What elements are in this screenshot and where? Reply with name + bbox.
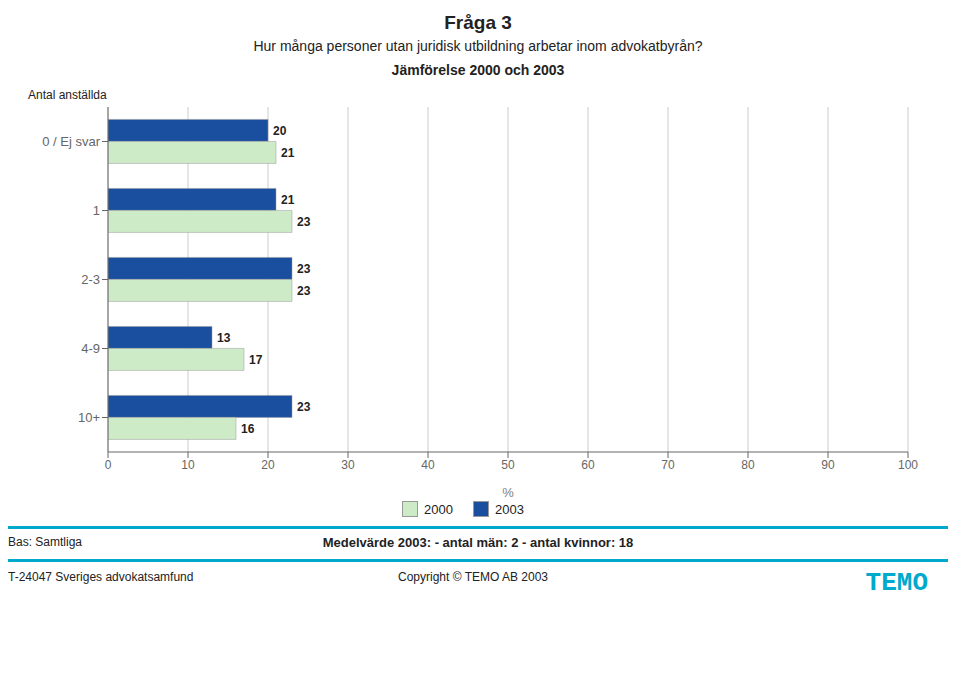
svg-text:23: 23 (297, 215, 311, 229)
svg-text:20: 20 (273, 124, 287, 138)
svg-text:100: 100 (898, 458, 918, 472)
html-text:Medelvärde 2003: - antal män:: Medelvärde 2003: - antal män: 2 - antal … (322, 535, 634, 550)
svg-text:21: 21 (281, 193, 295, 207)
svg-text:40: 40 (421, 458, 435, 472)
html-text:Antal anställda: Antal anställda (28, 88, 107, 102)
svg-text:0 / Ej svar: 0 / Ej svar (42, 134, 100, 149)
svg-text:4-9: 4-9 (81, 341, 100, 356)
html-text:Jämförelse 2000 och 2003: Jämförelse 2000 och 2003 (391, 62, 565, 78)
svg-text:%: % (502, 485, 514, 500)
svg-text:10+: 10+ (78, 410, 100, 425)
svg-text:10: 10 (181, 458, 195, 472)
html-text:Hur många personer utan juridi: Hur många personer utan juridisk utbildn… (253, 38, 703, 54)
html-text:TEMO: TEMO (865, 568, 928, 598)
svg-text:70: 70 (661, 458, 675, 472)
html-text:Copyright © TEMO AB 2003: Copyright © TEMO AB 2003 (398, 570, 548, 584)
html-text:2003: 2003 (495, 501, 524, 517)
html-text:Fråga 3: Fråga 3 (444, 12, 512, 33)
svg-text:21: 21 (281, 146, 295, 160)
svg-text:50: 50 (501, 458, 515, 472)
svg-text:30: 30 (341, 458, 355, 472)
svg-text:16: 16 (241, 422, 255, 436)
svg-text:23: 23 (297, 284, 311, 298)
svg-text:80: 80 (741, 458, 755, 472)
svg-text:23: 23 (297, 262, 311, 276)
svg-text:17: 17 (249, 353, 263, 367)
svg-text:60: 60 (581, 458, 595, 472)
svg-text:23: 23 (297, 400, 311, 414)
svg-text:20: 20 (261, 458, 275, 472)
html-text:Bas: Samtliga: Bas: Samtliga (8, 535, 82, 549)
svg-text:90: 90 (821, 458, 835, 472)
svg-text:0: 0 (105, 458, 112, 472)
html-text:T-24047 Sveriges advokatsamfun: T-24047 Sveriges advokatsamfund (8, 570, 194, 584)
svg-text:1: 1 (93, 203, 100, 218)
svg-text:13: 13 (217, 331, 231, 345)
html-text:2000: 2000 (424, 501, 453, 517)
svg-text:2-3: 2-3 (81, 272, 100, 287)
